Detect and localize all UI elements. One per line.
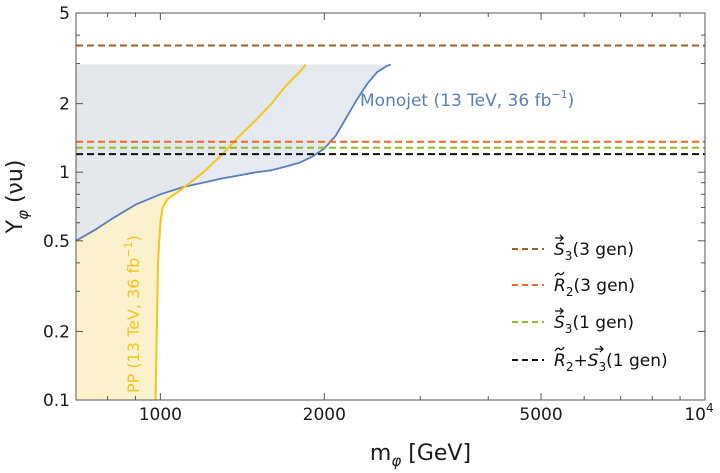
legend-label: R2+S3(1 gen) bbox=[554, 351, 668, 374]
y-tick-label: 0.2 bbox=[43, 322, 70, 342]
monojet-line bbox=[76, 63, 392, 242]
legend-label: S3(1 gen) bbox=[554, 313, 634, 336]
tilde-accent bbox=[554, 346, 565, 352]
x-tick-label: 1000 bbox=[139, 405, 182, 425]
vector-accent bbox=[595, 345, 604, 353]
pp-annotation: PP (13 TeV, 36 fb−1) bbox=[122, 235, 143, 393]
monojet-excluded-region bbox=[76, 64, 391, 241]
y-tick-label: 0.1 bbox=[43, 391, 70, 411]
vector-accent bbox=[555, 234, 564, 242]
y-tick-label: 5 bbox=[59, 4, 70, 24]
x-tick-label: 2000 bbox=[303, 405, 346, 425]
x-tick-label: 5000 bbox=[519, 405, 562, 425]
monojet-annotation: Monojet (13 TeV, 36 fb−1) bbox=[360, 88, 574, 111]
x-axis-label: mφ [GeV] bbox=[370, 441, 471, 470]
y-axis-label: Yφ (νu) bbox=[3, 160, 32, 235]
legend-label: S3(3 gen) bbox=[554, 240, 634, 263]
tilde-accent bbox=[554, 271, 565, 277]
plot-area bbox=[76, 44, 705, 400]
legend: S3(3 gen) R2(3 gen) S3(1 gen) R2+S3(1 gen) bbox=[512, 234, 668, 374]
y-tick-label: 1 bbox=[59, 163, 70, 183]
legend-label: R2(3 gen) bbox=[554, 276, 635, 299]
pp-line bbox=[154, 63, 307, 400]
y-tick-label: 2 bbox=[59, 95, 70, 115]
x-tick-label: 104 bbox=[684, 401, 713, 425]
plot-frame bbox=[75, 12, 706, 401]
y-tick-label: 0.5 bbox=[43, 232, 70, 252]
vector-accent bbox=[555, 307, 564, 315]
